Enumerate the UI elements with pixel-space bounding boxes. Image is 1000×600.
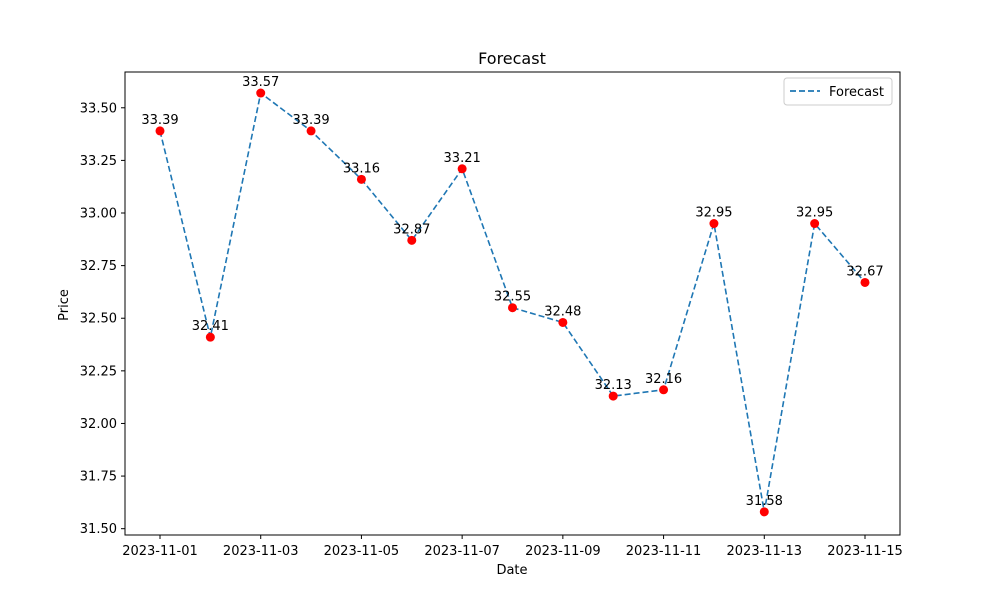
data-label: 32.48	[544, 304, 581, 319]
x-tick-label: 2023-11-07	[424, 544, 500, 559]
x-tick-label: 2023-11-13	[727, 544, 803, 559]
x-tick-label: 2023-11-15	[827, 544, 903, 559]
data-point	[659, 385, 669, 395]
data-label: 32.67	[846, 264, 883, 279]
data-point	[155, 126, 165, 136]
legend-box	[783, 77, 893, 106]
y-tick-label: 33.50	[80, 101, 117, 116]
data-label: 33.39	[141, 113, 178, 128]
data-label: 32.41	[192, 319, 229, 334]
y-tick-label: 31.75	[80, 470, 117, 485]
x-tick-label: 2023-11-01	[122, 544, 198, 559]
y-axis-label: Price	[57, 289, 72, 321]
plot-frame	[124, 71, 901, 536]
data-label: 33.39	[292, 113, 329, 128]
data-label: 33.21	[444, 151, 481, 166]
legend: Forecast	[783, 77, 893, 106]
data-point	[508, 303, 517, 313]
x-tick-label: 2023-11-09	[525, 544, 601, 559]
data-label: 32.55	[494, 290, 531, 305]
data-label: 32.95	[695, 206, 732, 221]
x-tick-label: 2023-11-03	[223, 544, 299, 559]
y-tick-label: 33.00	[80, 207, 117, 222]
data-label: 32.95	[796, 206, 833, 221]
data-point	[407, 235, 417, 245]
data-point	[860, 277, 870, 287]
data-point	[306, 126, 316, 136]
y-tick-label: 32.00	[80, 417, 117, 432]
data-point	[256, 88, 266, 98]
data-label: 32.16	[645, 372, 682, 387]
legend-entry-forecast: Forecast	[829, 85, 884, 100]
data-label: 33.16	[343, 161, 380, 176]
x-axis-label: Date	[496, 563, 527, 578]
data-label: 32.87	[393, 222, 430, 237]
data-point	[356, 174, 366, 184]
y-tick-label: 31.50	[80, 522, 117, 537]
x-tick-label: 2023-11-05	[324, 544, 400, 559]
data-point	[457, 164, 467, 174]
plot-area: 31.50 31.75 32.00 32.25 32.50 32.75 33.00 33.25…	[80, 71, 903, 559]
data-point	[709, 219, 719, 229]
data-label: 33.57	[242, 75, 279, 90]
data-point	[759, 507, 769, 517]
chart-title: Forecast	[478, 49, 546, 68]
data-point	[608, 391, 618, 401]
data-label: 31.58	[746, 494, 783, 509]
series-line-forecast	[159, 91, 866, 512]
y-tick-label: 33.25	[80, 154, 117, 169]
y-tick-label: 32.75	[80, 259, 117, 274]
y-tick-label: 32.25	[80, 364, 117, 379]
data-point	[810, 219, 820, 229]
data-point	[205, 332, 215, 342]
x-tick-label: 2023-11-11	[626, 544, 702, 559]
y-tick-label: 32.50	[80, 312, 117, 327]
data-label: 32.13	[595, 378, 632, 393]
data-point	[558, 317, 568, 327]
